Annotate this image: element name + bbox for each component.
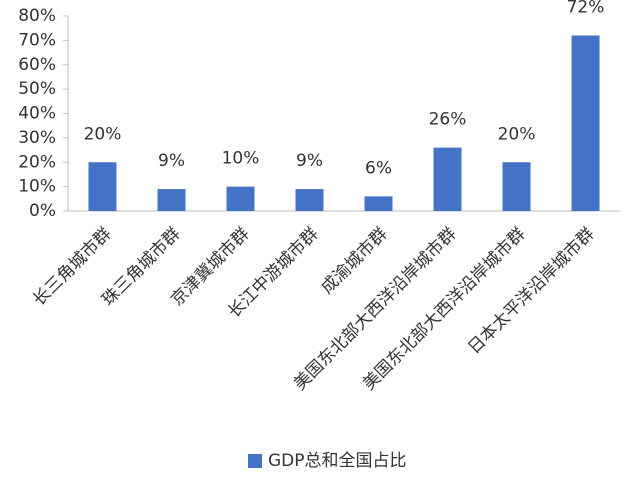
bar — [502, 162, 531, 211]
y-tick-label: 20% — [18, 152, 56, 172]
y-tick-label: 80% — [18, 6, 56, 26]
bar — [433, 147, 462, 211]
x-tick-label: 日本太平洋沿岸城市群 — [464, 224, 598, 358]
y-tick-label: 0% — [29, 201, 56, 221]
bar — [364, 196, 393, 211]
bar — [571, 35, 600, 211]
value-label: 9% — [158, 151, 185, 171]
y-tick-label: 60% — [18, 55, 56, 75]
y-tick-label: 70% — [18, 30, 56, 50]
y-tick-label: 10% — [18, 177, 56, 197]
value-label: 72% — [567, 0, 605, 18]
bar — [295, 189, 324, 211]
bar — [88, 162, 117, 211]
value-label: 26% — [429, 110, 467, 130]
value-label: 20% — [84, 124, 122, 144]
value-label: 10% — [222, 149, 260, 169]
bar — [226, 186, 255, 211]
x-tick-label: 成渝城市群 — [317, 224, 391, 298]
y-tick-label: 30% — [18, 128, 56, 148]
value-label: 20% — [498, 124, 536, 144]
value-label: 6% — [365, 158, 392, 178]
legend-label: GDP总和全国占比 — [268, 451, 407, 471]
legend-swatch — [248, 454, 262, 468]
y-tick-label: 50% — [18, 79, 56, 99]
bar — [157, 189, 186, 211]
value-label: 9% — [296, 151, 323, 171]
y-tick-label: 40% — [18, 104, 56, 124]
